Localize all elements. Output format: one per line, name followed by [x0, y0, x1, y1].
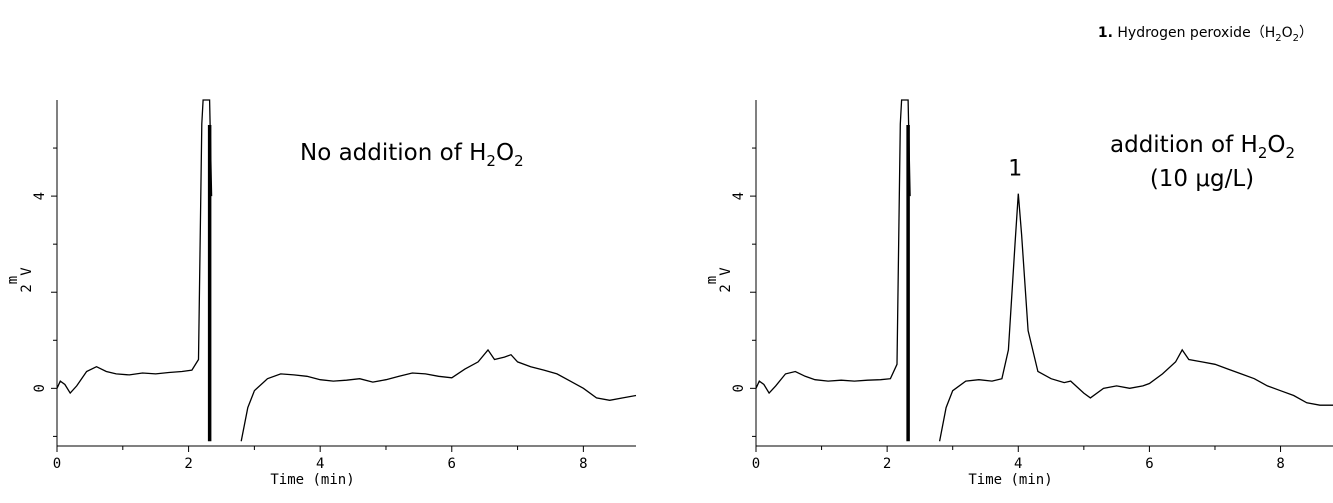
legend-compound: Hydrogen peroxide	[1117, 25, 1250, 41]
x-tick-label: 8	[1276, 456, 1284, 472]
trace-segment-0	[56, 99, 213, 395]
y-label-bottom: 2 V	[718, 267, 734, 293]
y-tick-label: 4	[32, 192, 48, 200]
x-tick-label: 0	[752, 456, 760, 472]
annotation-concentration: (10 μg/L)	[1150, 166, 1254, 192]
x-tick-label: 6	[448, 456, 456, 472]
y-tick-label: 4	[731, 192, 747, 200]
trace-segment-0	[755, 99, 911, 395]
y-axis-label: m2 V	[5, 267, 35, 293]
y-tick-label: 0	[731, 384, 747, 392]
y-tick-label: 0	[32, 384, 48, 392]
x-tick-label: 0	[53, 456, 61, 472]
x-axis-label: Time (min)	[270, 472, 354, 488]
legend-number: 1.	[1098, 25, 1113, 41]
x-axis-label: Time (min)	[968, 472, 1052, 488]
chromatogram-right: 0 2 4 6 8 0 4 m2 V Time (min) 1	[704, 99, 1333, 488]
compound-legend: 1. Hydrogen peroxide（H2O2）	[1098, 25, 1313, 44]
y-label-top: m	[5, 276, 21, 284]
annotation-no-addition: No addition of H2O2	[300, 140, 524, 170]
trace-segment-1	[938, 193, 1333, 442]
x-tick-label: 8	[579, 456, 587, 472]
annotation-addition: addition of H2O2	[1110, 132, 1295, 162]
x-tick-label: 6	[1145, 456, 1153, 472]
x-tick-label: 2	[883, 456, 891, 472]
y-axis-label: m2 V	[704, 267, 734, 293]
chromatogram-left: 0 2 4 6 8 0 4 m2 V Time (min)	[5, 99, 637, 488]
y-label-bottom: 2 V	[19, 267, 35, 293]
peak-label-1: 1	[1008, 157, 1022, 182]
x-tick-label: 4	[316, 456, 324, 472]
trace-segment-1	[240, 348, 637, 442]
y-label-top: m	[704, 276, 720, 284]
x-tick-label: 4	[1014, 456, 1022, 472]
x-tick-label: 2	[184, 456, 192, 472]
